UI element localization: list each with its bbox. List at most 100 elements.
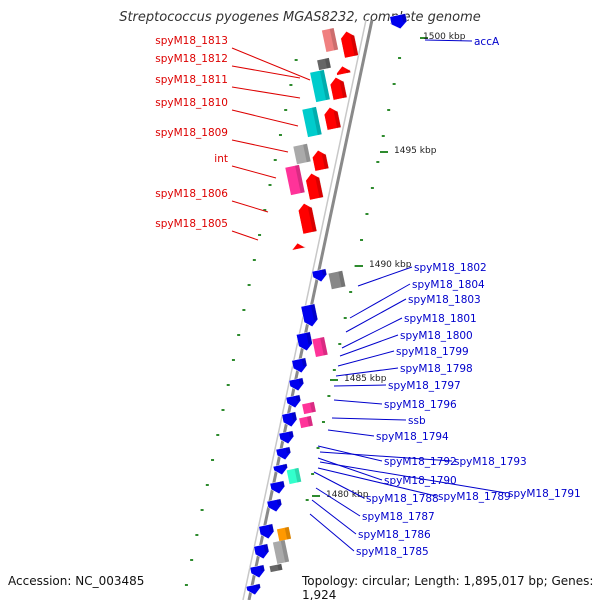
- right-gene-leader-line: [327, 429, 375, 437]
- gene-feature-box-shade: [324, 57, 331, 69]
- right-gene-label: spyM18_1788: [366, 493, 439, 505]
- reverse-gene-arrow-shape: [291, 357, 308, 374]
- left-gene-label: spyM18_1811: [155, 74, 228, 86]
- right-gene-label: spyM18_1790: [384, 475, 457, 487]
- left-gene-label: spyM18_1813: [155, 35, 228, 47]
- forward-gene-arrow-shade: [321, 153, 329, 170]
- left-gene-leader-line: [231, 86, 301, 99]
- forward-gene-arrow-shape: [323, 106, 342, 131]
- forward-gene-arrow: [323, 106, 342, 131]
- gene-feature-box-shade: [312, 106, 322, 136]
- reverse-gene-arrow-shade: [263, 543, 270, 553]
- forward-gene-arrow: [298, 202, 318, 235]
- reverse-gene-arrow: [285, 394, 302, 409]
- forward-gene-arrow-shape: [312, 149, 330, 172]
- reverse-gene-arrow-shape: [275, 446, 292, 461]
- reverse-gene-arrow-shape: [300, 303, 319, 328]
- right-gene-label: spyM18_1792: [384, 456, 457, 468]
- reverse-gene-arrow: [389, 13, 408, 30]
- right-gene-leader-line: [315, 487, 361, 517]
- forward-gene-arrow-shape: [336, 65, 351, 76]
- reverse-gene-arrow-shade: [285, 446, 291, 454]
- left-gene-leader-line: [231, 65, 301, 79]
- left-gene-leader-line: [231, 230, 259, 241]
- reverse-gene-arrow-shape: [288, 377, 305, 392]
- gene-feature-box-shape: [321, 28, 339, 52]
- left-gene-leader-line: [231, 109, 299, 127]
- forward-gene-arrow-shape: [291, 242, 307, 251]
- forward-gene-arrow-shape: [305, 172, 324, 201]
- gene-feature-box-shade: [280, 540, 290, 563]
- gene-feature-box: [302, 401, 316, 415]
- right-gene-label: spyM18_1797: [388, 380, 461, 392]
- reverse-gene-arrow: [281, 411, 298, 428]
- gene-feature-box-shape: [302, 106, 322, 138]
- reverse-gene-arrow: [311, 268, 328, 283]
- reverse-gene-arrow: [288, 377, 305, 392]
- forward-gene-arrow-shade: [315, 176, 324, 199]
- reverse-gene-arrow: [275, 446, 292, 461]
- right-gene-label: spyM18_1791: [508, 488, 581, 500]
- gene-feature-box-shape: [328, 270, 346, 290]
- right-gene-label: spyM18_1787: [362, 511, 435, 523]
- reverse-gene-arrow-shade: [282, 463, 288, 469]
- right-gene-label: spyM18_1798: [400, 363, 473, 375]
- reverse-gene-arrow-shade: [288, 430, 294, 438]
- reverse-gene-arrow-shape: [311, 268, 328, 283]
- topology-summary: Topology: circular; Length: 1,895,017 bp…: [302, 574, 594, 600]
- left-gene-leader-line: [231, 47, 311, 81]
- left-gene-leader-line: [231, 165, 277, 179]
- right-gene-leader-line: [339, 334, 399, 357]
- accession-text: Accession: NC_003485: [8, 574, 145, 588]
- right-gene-leader-line: [345, 298, 407, 333]
- right-gene-label: spyM18_1786: [358, 529, 431, 541]
- right-gene-label: spyM18_1799: [396, 346, 469, 358]
- gene-feature-box: [312, 336, 328, 358]
- right-gene-leader-line: [333, 384, 387, 387]
- gene-feature-box: [285, 164, 305, 196]
- forward-gene-arrow-shade: [301, 246, 306, 249]
- gene-feature-box-shape: [312, 336, 328, 358]
- reverse-gene-arrow: [272, 463, 288, 476]
- left-gene-leader-line: [231, 200, 269, 213]
- reverse-gene-arrow-shape: [269, 480, 286, 495]
- forward-gene-arrow-shape: [329, 76, 348, 101]
- reverse-gene-arrow-shade: [276, 498, 282, 506]
- right-gene-leader-line: [349, 283, 411, 319]
- reverse-gene-arrow-shade: [255, 583, 261, 589]
- reverse-gene-arrow: [245, 583, 261, 596]
- right-gene-label: spyM18_1793: [454, 456, 527, 468]
- reverse-gene-arrow-shape: [281, 411, 298, 428]
- gene-feature-box-shape: [302, 401, 316, 415]
- forward-gene-arrow-shape: [340, 30, 359, 59]
- right-gene-leader-line: [319, 451, 453, 462]
- right-gene-label: spyM18_1801: [404, 313, 477, 325]
- right-gene-label: spyM18_1803: [408, 294, 481, 306]
- right-gene-leader-line: [331, 417, 407, 421]
- right-gene-label: spyM18_1796: [384, 399, 457, 411]
- gene-feature-box-shade: [320, 336, 328, 356]
- forward-gene-arrow: [336, 65, 351, 76]
- right-gene-leader-line: [337, 350, 395, 367]
- reverse-gene-arrow-shade: [310, 303, 318, 321]
- gene-feature-box-shape: [285, 164, 305, 196]
- reverse-gene-arrow-shape: [272, 463, 288, 476]
- gene-feature-box-shade: [319, 69, 330, 101]
- forward-gene-arrow: [340, 30, 359, 59]
- reverse-gene-arrow-shape: [296, 331, 313, 352]
- right-gene-leader-line: [424, 39, 473, 42]
- right-gene-leader-line: [333, 399, 383, 405]
- right-gene-leader-line: [317, 445, 383, 462]
- forward-gene-arrow: [291, 242, 307, 251]
- forward-gene-arrow-shape: [298, 202, 318, 235]
- reverse-gene-arrow-shade: [401, 13, 408, 23]
- reverse-gene-arrow: [266, 498, 283, 513]
- forward-gene-arrow-shade: [333, 110, 342, 129]
- right-gene-label: accA: [474, 36, 500, 48]
- reverse-gene-arrow-shape: [253, 543, 270, 560]
- reverse-gene-arrow-shape: [266, 498, 283, 513]
- kbp-tick-label: 1490 kbp: [369, 260, 412, 270]
- gene-feature-box: [328, 270, 346, 290]
- reverse-gene-arrow: [269, 480, 286, 495]
